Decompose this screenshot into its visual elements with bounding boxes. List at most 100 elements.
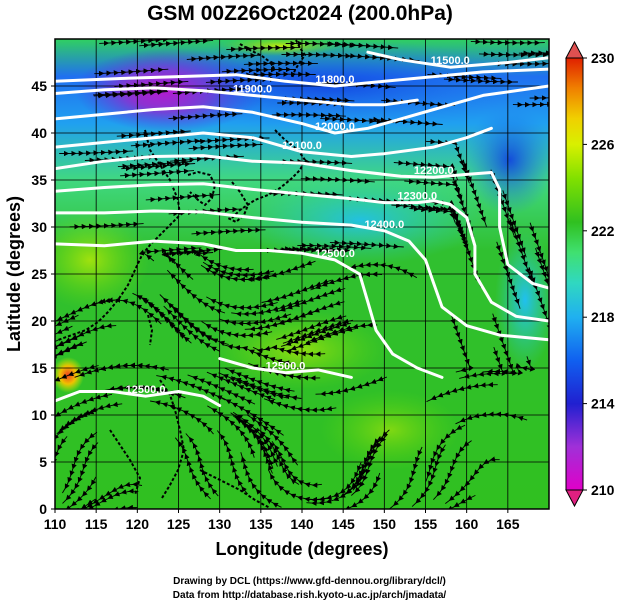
streamline [150, 400, 214, 435]
contour-label: 11800.0 [315, 74, 354, 86]
y-tick-label: 10 [31, 407, 47, 423]
streamline [461, 159, 487, 227]
colorbar: 210 214 218 222 226 230 [565, 40, 615, 508]
contour-line [55, 154, 549, 290]
y-tick-label: 0 [39, 501, 47, 517]
streamline [368, 116, 443, 127]
x-tick-label: 130 [208, 516, 232, 532]
streamlines [55, 39, 549, 509]
contour-label: 12500.0 [266, 361, 306, 373]
x-tick-label: 125 [167, 516, 191, 532]
streamline [455, 411, 528, 425]
contour-line [55, 390, 222, 408]
y-tick-label: 20 [31, 313, 47, 329]
x-axis-label: Longitude (degrees) [215, 539, 388, 559]
streamline [345, 262, 418, 279]
warm-spot [55, 357, 84, 393]
colorbar-ticks: 210 214 218 222 226 230 [583, 50, 615, 498]
contour-label: 12100.0 [282, 140, 322, 152]
y-tick-label: 25 [31, 266, 47, 282]
x-tick-label: 110 [44, 516, 67, 532]
streamline [381, 97, 456, 108]
contour-line [55, 126, 493, 158]
streamline [156, 374, 226, 401]
streamline [512, 100, 549, 108]
colorbar-tick-label: 222 [591, 223, 615, 239]
streamline [459, 346, 507, 379]
contour-line [55, 239, 444, 379]
streamline [244, 260, 316, 282]
colorbar-tick-label: 230 [591, 50, 615, 66]
y-tick-label: 45 [31, 78, 47, 94]
contour-line [366, 50, 549, 69]
streamline [425, 424, 466, 482]
streamline [163, 305, 221, 352]
streamline [222, 344, 294, 366]
contour-line [55, 86, 419, 107]
x-tick-label: 145 [331, 516, 355, 532]
contour-line [218, 357, 353, 379]
streamline [185, 433, 219, 497]
streamline [470, 39, 545, 46]
streamline [478, 51, 549, 58]
plot-area: 11500.0 11800.0 11900.0 12000.0 12100.0 12200… [55, 39, 549, 509]
streamline [55, 409, 98, 453]
streamline [329, 239, 404, 249]
streamline [145, 192, 220, 203]
colorbar-tick-label: 210 [591, 482, 615, 498]
streamline [285, 40, 360, 48]
x-tick-label: 150 [373, 516, 397, 532]
contour-label: 12400.0 [364, 219, 404, 231]
blue-east [465, 105, 549, 215]
streamline [62, 442, 99, 504]
coastlines [57, 39, 307, 509]
contour-label: 11900.0 [233, 83, 272, 95]
streamline [120, 168, 195, 179]
x-tick-label: 165 [496, 516, 520, 532]
contour-line [55, 84, 549, 135]
contour-line [55, 209, 549, 342]
yellow-south [320, 390, 460, 470]
contour-line [55, 182, 549, 323]
streamline [240, 452, 282, 508]
streamline [55, 314, 79, 343]
streamline [241, 71, 316, 78]
contour-label: 12500.0 [315, 248, 355, 260]
streamline [226, 44, 301, 53]
streamline [166, 269, 226, 315]
streamline [75, 488, 139, 509]
colorbar-tick-label: 226 [591, 136, 615, 152]
streamline [55, 343, 81, 373]
streamline [246, 414, 299, 466]
streamline [243, 60, 318, 67]
x-axis-ticks: 110 115 120 125 130 135 140 145 150 155 160 165 [44, 509, 520, 532]
contour-line [55, 67, 549, 88]
y-tick-label: 15 [31, 360, 47, 376]
streamline [94, 67, 169, 77]
x-tick-label: 160 [455, 516, 479, 532]
streamline [306, 462, 363, 503]
streamline [231, 299, 304, 317]
streamline [415, 494, 476, 509]
streamline [71, 504, 138, 509]
streamline [528, 222, 549, 286]
credit-drawing: Drawing by DCL (https://www.gfd-dennou.o… [173, 576, 446, 587]
streamline [191, 227, 266, 237]
colorbar-bottom-triangle [565, 489, 584, 508]
colorbar-top-triangle [565, 40, 584, 59]
streamline [93, 88, 168, 98]
streamline [281, 51, 356, 59]
contour-label: 12500.0 [126, 384, 166, 396]
x-tick-label: 140 [290, 516, 314, 532]
y-axis-label: Latitude (degrees) [4, 196, 24, 352]
streamline [114, 79, 189, 89]
x-tick-label: 135 [249, 516, 273, 532]
streamline [300, 176, 375, 184]
streamline [271, 112, 346, 119]
streamline [121, 161, 196, 172]
streamline [491, 313, 518, 376]
contour-label: 11500.0 [431, 55, 470, 67]
x-tick-label: 115 [85, 516, 108, 532]
streamline [529, 93, 549, 101]
